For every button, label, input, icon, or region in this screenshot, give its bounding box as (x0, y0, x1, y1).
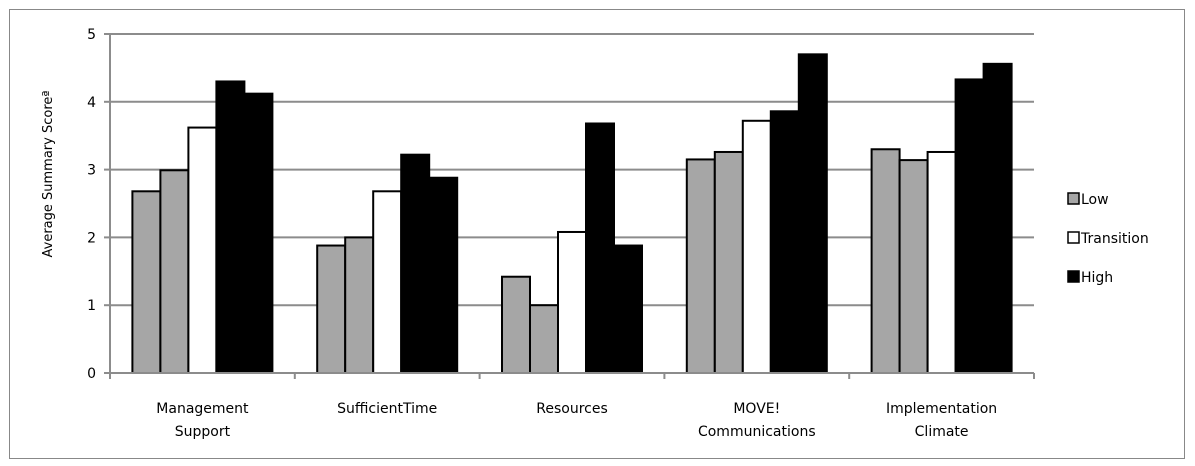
bar-low (316, 244, 347, 374)
y-tick-label: 4 (87, 95, 96, 111)
bar-low (344, 236, 375, 374)
bar-high (954, 78, 985, 375)
x-category-label: Support (175, 424, 231, 440)
bar-transition (926, 150, 957, 374)
legend: Low Transition High (1067, 192, 1149, 286)
bar-transition (741, 119, 772, 374)
x-category-label: Communications (698, 424, 816, 440)
bar-high (982, 62, 1013, 374)
bar-low (159, 169, 190, 374)
legend-swatch-low (1067, 192, 1080, 205)
legend-label: Transition (1080, 231, 1149, 247)
bar-low (870, 148, 901, 374)
category-labels: Management Support SufficientTime Resources… (156, 401, 997, 440)
bar-transition (557, 230, 587, 374)
y-tick-label: 0 (87, 366, 96, 382)
bar-high (428, 176, 459, 374)
legend-swatch-transition (1067, 231, 1080, 244)
bar-high (215, 80, 246, 375)
y-tick-labels: 0 1 2 3 4 5 (87, 27, 96, 382)
bar-high (769, 110, 800, 375)
y-tick-label: 3 (87, 163, 96, 179)
x-category-label: Resources (536, 401, 608, 417)
bar-transition (372, 190, 403, 374)
x-category-label: MOVE! (733, 401, 780, 417)
legend-label: High (1081, 270, 1113, 286)
y-tick-label: 2 (87, 230, 96, 246)
y-tick-label: 1 (87, 298, 96, 314)
bar-low (529, 304, 559, 375)
legend-swatch-high (1067, 270, 1080, 283)
bar-high (613, 244, 643, 374)
bar-high (797, 53, 828, 375)
legend-label: Low (1081, 192, 1109, 208)
bar-low (501, 275, 531, 374)
x-category-label: Management (156, 401, 249, 417)
bar-high (243, 92, 274, 374)
bar-transition (187, 126, 218, 375)
y-tick-label: 5 (87, 27, 96, 43)
axes (104, 33, 1035, 379)
bar-low (898, 159, 929, 374)
bar-low (685, 158, 716, 374)
bar-low (713, 150, 744, 374)
bar-high (585, 122, 615, 374)
bar-high (400, 153, 431, 374)
bar-low (131, 190, 162, 374)
x-category-label: SufficientTime (337, 401, 437, 417)
bars (131, 53, 1013, 375)
y-axis-title: Average Summary Scoreª (41, 90, 56, 257)
x-category-label: Climate (915, 424, 969, 440)
x-category-label: Implementation (886, 401, 997, 417)
